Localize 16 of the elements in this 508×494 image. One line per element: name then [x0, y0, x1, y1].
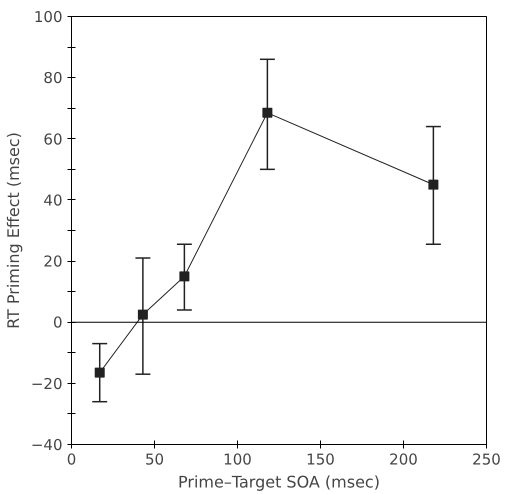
x-tick-label: 0: [66, 450, 76, 468]
y-tick-label: −40: [30, 436, 62, 454]
y-axis-title: RT Priming Effect (msec): [4, 132, 23, 329]
x-tick-label: 100: [223, 450, 252, 468]
y-tick-label: 40: [43, 191, 63, 210]
y-tick-label: 0: [52, 314, 63, 332]
x-tick-label: 50: [144, 450, 164, 468]
x-tick-label: 150: [306, 450, 335, 468]
y-tick-label: −20: [30, 374, 62, 393]
x-tick-label: 250: [472, 450, 501, 468]
y-tick-label: 100: [34, 8, 63, 26]
y-tick-label: 80: [43, 69, 63, 88]
y-tick-label: 60: [43, 130, 63, 148]
x-tick-label: 200: [389, 450, 418, 468]
y-tick-label: 20: [43, 252, 63, 271]
x-axis-title: Prime–Target SOA (msec): [178, 472, 380, 492]
